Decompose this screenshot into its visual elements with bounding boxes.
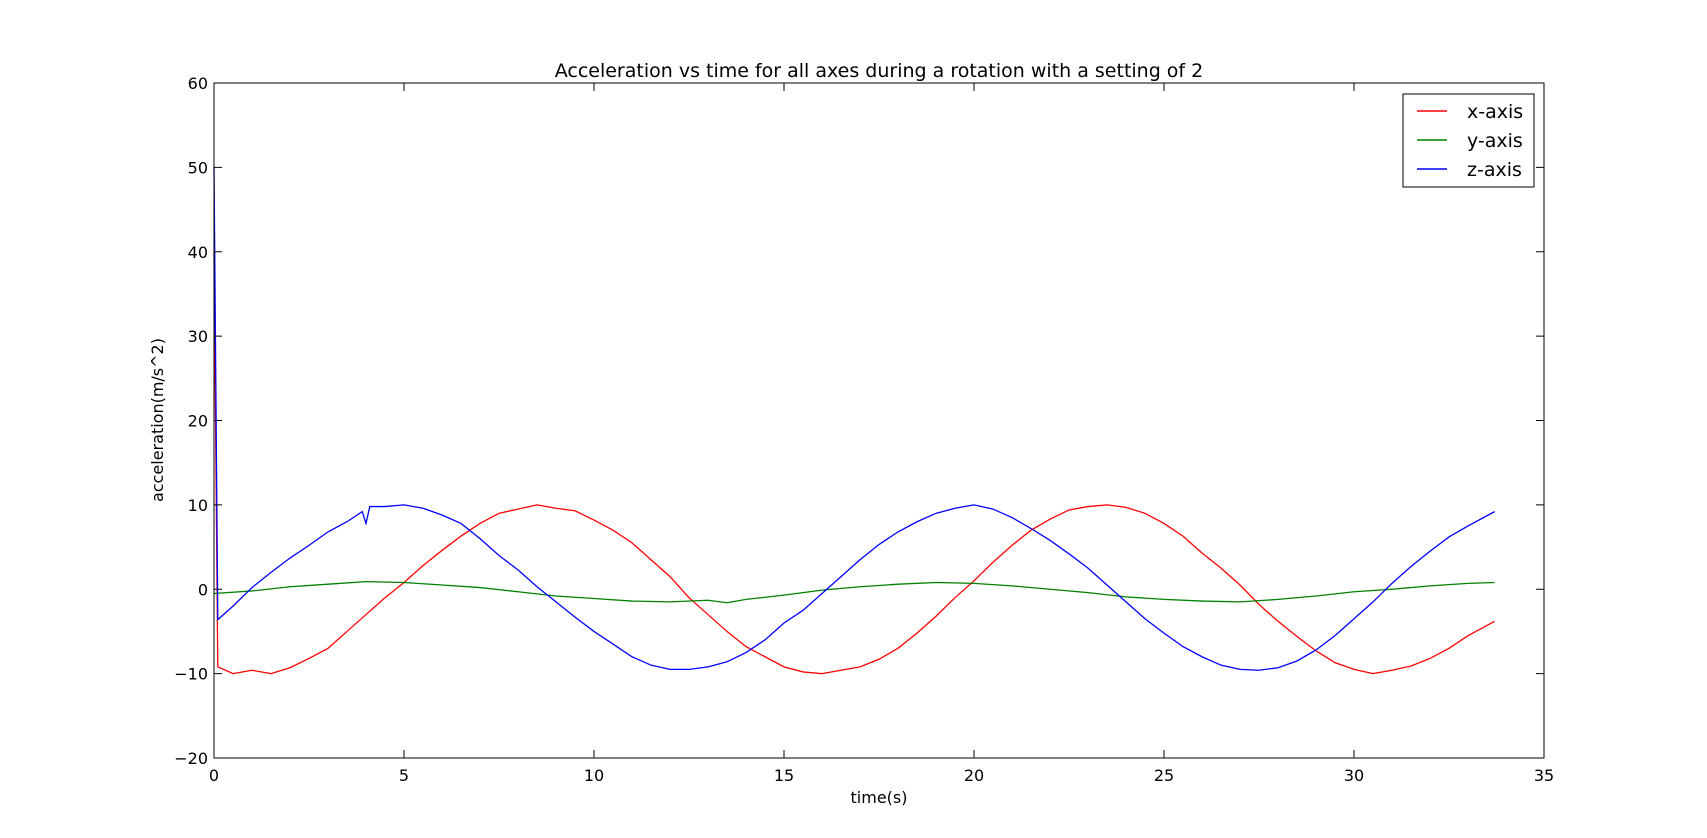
y-tick-label: 30 [188,327,208,346]
series-line-y-axis [213,581,1495,604]
y-tick-label: 10 [188,496,208,515]
series-layer [213,167,1495,675]
x-tick-label: 10 [584,766,604,785]
y-axis-label: acceleration(m/s^2) [148,338,167,502]
y-tick-label: 50 [188,158,208,177]
legend-label-x-axis: x-axis [1467,101,1523,123]
y-axis-ticks: −20 −10 0 10 20 30 40 50 60 [174,74,1544,768]
y-tick-label: −10 [174,665,208,684]
y-tick-label: 40 [188,243,208,262]
x-tick-label: 25 [1154,766,1174,785]
series-line-z-axis [213,167,1495,671]
legend-label-z-axis: z-axis [1467,159,1522,181]
y-tick-label: −20 [174,749,208,768]
plot-area [213,82,1545,759]
y-tick-label: 60 [188,74,208,93]
x-tick-label: 30 [1344,766,1364,785]
x-tick-label: 0 [209,766,219,785]
series-line-x-axis [213,251,1495,675]
x-axis-ticks: 0 5 10 15 20 25 30 35 [209,83,1554,785]
x-tick-label: 35 [1534,766,1554,785]
legend: x-axis y-axis z-axis [1402,93,1535,188]
chart-title: Acceleration vs time for all axes during… [555,60,1204,82]
x-tick-label: 20 [964,766,984,785]
x-tick-label: 5 [399,766,409,785]
x-tick-label: 15 [774,766,794,785]
y-tick-label: 20 [188,412,208,431]
x-axis-label: time(s) [851,788,908,807]
plot-background [214,83,1544,758]
y-tick-label: 0 [198,580,208,599]
legend-label-y-axis: y-axis [1467,130,1523,152]
